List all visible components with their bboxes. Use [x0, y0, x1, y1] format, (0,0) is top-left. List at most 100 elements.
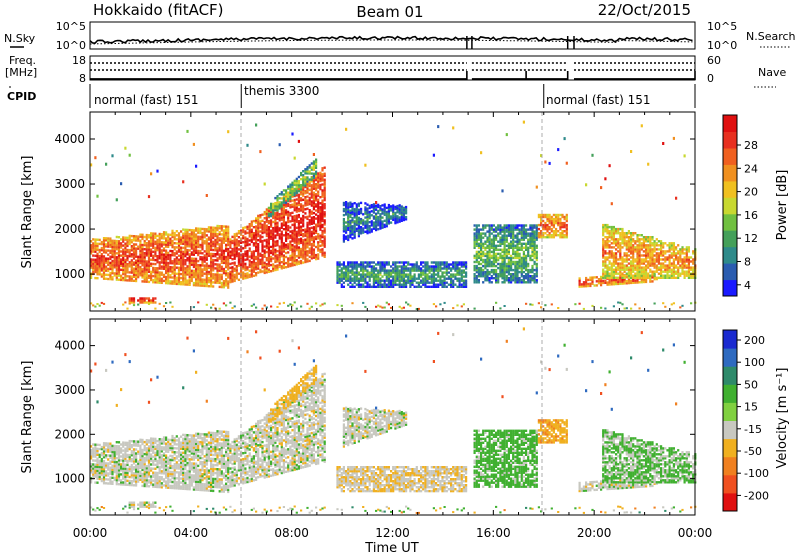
power-cell [195, 164, 198, 168]
power-cell [207, 264, 210, 268]
power-cell [383, 267, 386, 270]
power-cell [231, 239, 234, 243]
power-cell [192, 231, 195, 234]
power-cell [188, 253, 191, 256]
power-cell [276, 221, 279, 225]
power-cell [606, 240, 609, 243]
power-cell [135, 255, 138, 258]
power-cell [364, 212, 367, 215]
power-cell [323, 253, 326, 256]
power-cell [612, 225, 615, 229]
power-cell [122, 278, 125, 282]
power-cell [177, 244, 181, 247]
power-cell [141, 262, 144, 265]
power-cell [145, 260, 148, 263]
power-cell [490, 246, 493, 249]
power-cell [477, 224, 480, 227]
power-cell [548, 234, 551, 237]
power-cell [409, 279, 412, 282]
power-cell [222, 225, 225, 228]
power-cell [317, 200, 320, 203]
power-cell [229, 252, 232, 255]
power-cell [520, 266, 523, 270]
power-cell [98, 269, 101, 272]
power-cell [540, 234, 543, 237]
power-cell [145, 238, 148, 241]
power-cell [302, 184, 305, 187]
power-cell [252, 303, 255, 306]
power-cell [267, 209, 270, 213]
power-cell [473, 281, 476, 284]
power-cell [300, 173, 303, 177]
power-cell [295, 307, 298, 310]
power-cell [188, 245, 191, 248]
power-cell [289, 256, 292, 260]
power-cell [315, 193, 318, 196]
power-cell [186, 249, 189, 252]
power-cell [531, 303, 534, 306]
power-cell [377, 269, 380, 272]
power-cell [312, 218, 315, 221]
cpid-program-2: themis 3300 [244, 84, 319, 98]
power-cell [173, 276, 176, 279]
power-cell [362, 263, 365, 266]
power-cell [171, 231, 174, 235]
power-cell [190, 253, 193, 256]
power-cell [177, 238, 181, 241]
power-cell [495, 248, 498, 251]
power-cell [512, 248, 515, 251]
power-cell [128, 236, 131, 240]
power-cell [535, 254, 538, 258]
power-cell [160, 237, 163, 240]
power-cell [92, 248, 95, 251]
power-cell [297, 201, 300, 205]
power-cell [158, 277, 161, 280]
power-cell [387, 222, 390, 225]
power-cell [312, 179, 315, 182]
power-cell [184, 236, 187, 240]
power-cell [315, 174, 318, 178]
power-cell [259, 234, 262, 237]
power-cell [357, 202, 360, 205]
power-cell [297, 183, 300, 187]
power-cell [518, 232, 521, 235]
power-cell [505, 133, 508, 137]
power-cell [274, 260, 277, 264]
power-cell [212, 240, 215, 244]
power-cell [370, 224, 373, 227]
power-cell [503, 252, 506, 256]
power-cell [297, 238, 300, 241]
power-cell [387, 212, 390, 215]
power-cell [351, 277, 354, 280]
power-cell [126, 256, 129, 260]
power-cell [180, 252, 183, 255]
power-cell [278, 263, 281, 266]
power-cell [522, 232, 525, 235]
power-cell [546, 236, 549, 239]
power-cell [542, 213, 545, 217]
power-cell [512, 273, 515, 276]
power-cell [295, 210, 298, 213]
power-cell [342, 267, 345, 270]
power-cell [147, 299, 151, 302]
power-cell [387, 261, 390, 264]
power-cell [192, 271, 195, 275]
power-cell [552, 213, 555, 217]
power-cell [353, 273, 356, 276]
power-cell [439, 279, 442, 282]
power-cell [602, 227, 605, 231]
power-cell [379, 265, 382, 268]
power-cell [612, 258, 615, 261]
power-cell [531, 240, 534, 243]
power-cell [270, 225, 273, 228]
power-cell [169, 270, 172, 273]
power-cell [143, 264, 146, 267]
power-cell [274, 212, 277, 215]
power-cell [139, 249, 142, 253]
power-cell [450, 267, 453, 270]
power-cell [267, 260, 270, 263]
power-cell [105, 251, 108, 254]
power-cell [310, 222, 313, 225]
power-cell [507, 230, 510, 233]
power-cell [227, 237, 230, 241]
